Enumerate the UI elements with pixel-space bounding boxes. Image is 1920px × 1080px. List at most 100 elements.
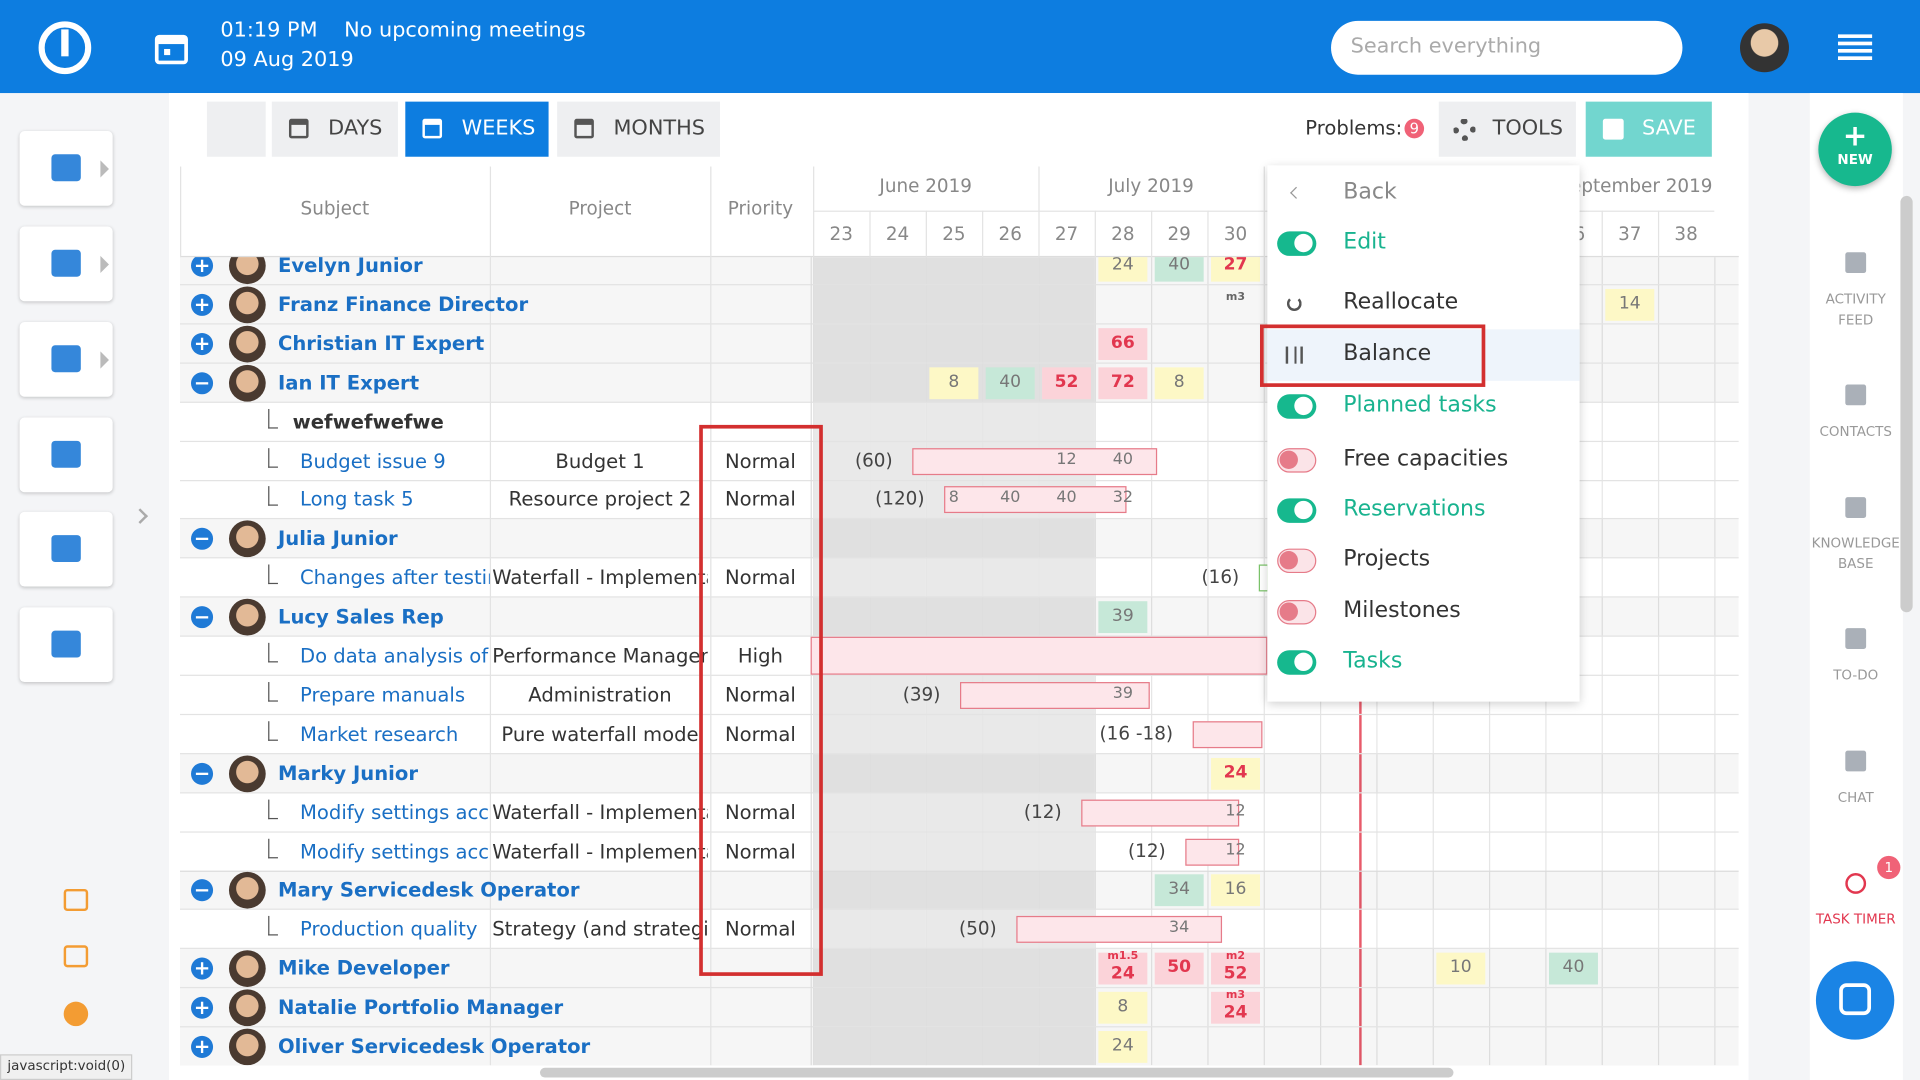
nav-button[interactable]	[19, 511, 113, 587]
column-label: Project	[568, 197, 632, 220]
task-bar[interactable]	[912, 447, 1158, 475]
nav-button[interactable]	[19, 322, 113, 397]
task-project: Waterfall - Implementation	[492, 565, 708, 590]
sidebar-label[interactable]: ACTIVITY FEED	[1825, 291, 1886, 329]
nav-button[interactable]	[19, 226, 113, 302]
user-name[interactable]: Lucy Sales Rep	[277, 605, 444, 629]
estimate: (39)	[902, 683, 941, 706]
task-bar[interactable]	[1016, 916, 1223, 944]
problems-count[interactable]: 9	[1404, 118, 1425, 139]
toggle[interactable]	[1277, 448, 1317, 473]
expand-button[interactable]: +	[191, 257, 214, 277]
nav-button[interactable]	[19, 131, 113, 206]
nav-button[interactable]	[19, 607, 113, 683]
toggle[interactable]	[1277, 548, 1317, 574]
task-name[interactable]: Prepare manuals	[300, 683, 466, 707]
sidebar-icon[interactable]	[1845, 628, 1867, 649]
task-name[interactable]: Do data analysis of D	[300, 644, 490, 668]
view-button[interactable]: MONTHS	[557, 101, 721, 157]
calendar-icon[interactable]	[154, 31, 188, 65]
calendar-button[interactable]	[206, 101, 266, 157]
expand-button[interactable]: +	[191, 996, 214, 1019]
tools-button[interactable]: TOOLS	[1438, 101, 1576, 157]
expand-button[interactable]: +	[191, 957, 214, 980]
sidebar-icon[interactable]	[1845, 384, 1867, 406]
menu-item[interactable]: Reallocate	[1343, 288, 1459, 315]
task-bar[interactable]	[1192, 720, 1263, 748]
save-button[interactable]: SAVE	[1585, 101, 1712, 157]
new-button[interactable]: + NEW	[1818, 112, 1892, 187]
user-name[interactable]: Julia Junior	[277, 526, 398, 551]
task-bar[interactable]	[810, 636, 1268, 675]
menu-item[interactable]: Reservations	[1343, 495, 1486, 522]
expand-button[interactable]: −	[191, 606, 214, 629]
task-name[interactable]: Budget issue 9	[300, 448, 446, 473]
toggle[interactable]	[1277, 231, 1317, 256]
view-button[interactable]: DAYS	[271, 101, 398, 157]
task-bar[interactable]	[1185, 838, 1240, 866]
search-box[interactable]: Search everything	[1331, 20, 1683, 75]
expand-button[interactable]: −	[191, 528, 214, 551]
menu-item[interactable]: Balance	[1343, 340, 1432, 367]
menu-item[interactable]: Projects	[1343, 546, 1431, 572]
menu-item[interactable]: Milestones	[1343, 597, 1461, 624]
avatar[interactable]	[1740, 23, 1789, 73]
load-cell: 40	[1548, 952, 1598, 985]
user-name[interactable]: Mary Servicedesk Operator	[277, 878, 580, 902]
sidebar-label[interactable]: CONTACTS	[1819, 423, 1892, 440]
user-name[interactable]: Marky Junior	[277, 761, 418, 785]
task-bar[interactable]	[944, 486, 1127, 514]
expand-button[interactable]: −	[191, 372, 214, 394]
collapse-arrow[interactable]	[132, 508, 148, 524]
priority-cell-border	[710, 558, 712, 598]
menu-item[interactable]: Back	[1343, 178, 1397, 205]
expand-button[interactable]: +	[191, 332, 214, 355]
task-name[interactable]: Modify settings acco	[300, 839, 490, 863]
back-icon[interactable]	[1290, 186, 1303, 199]
task-name[interactable]: Production quality	[300, 917, 478, 941]
sidebar-label[interactable]: CHAT	[1837, 789, 1874, 806]
sidebar-icon[interactable]	[1845, 873, 1867, 894]
task-bar[interactable]	[1081, 799, 1240, 827]
sidebar-icon[interactable]	[1845, 497, 1867, 518]
menu-item[interactable]: Tasks	[1343, 647, 1403, 674]
side-action[interactable]	[63, 945, 89, 968]
user-name[interactable]: Oliver Servicedesk Operator	[277, 1034, 591, 1058]
user-name[interactable]: Ian IT Expert	[277, 370, 420, 394]
user-name[interactable]: Christian IT Expert	[277, 331, 485, 355]
menu-button[interactable]	[1837, 34, 1873, 61]
toggle[interactable]	[1277, 394, 1317, 419]
task-name[interactable]: Long task 5	[300, 487, 414, 512]
side-action[interactable]	[63, 888, 89, 912]
toggle[interactable]	[1277, 650, 1317, 675]
indent-arrow	[268, 916, 278, 936]
sidebar-icon[interactable]	[1845, 252, 1867, 274]
row-user: − Lucy Sales Rep 39	[180, 597, 1739, 637]
nav-button[interactable]	[19, 417, 113, 493]
task-name[interactable]: Changes after testing	[300, 565, 490, 590]
user-name[interactable]: Evelyn Junior	[277, 257, 423, 277]
chat-button[interactable]	[1815, 961, 1895, 1040]
menu-item[interactable]: Free capacities	[1343, 445, 1509, 472]
sidebar-label[interactable]: KNOWLEDGE BASE	[1811, 535, 1900, 572]
task-bar[interactable]	[960, 681, 1150, 709]
info-icon[interactable]	[63, 1001, 89, 1027]
sidebar-icon[interactable]	[1845, 750, 1867, 772]
expand-button[interactable]: +	[191, 1035, 214, 1058]
expand-button[interactable]: −	[191, 879, 214, 902]
expand-button[interactable]: −	[191, 762, 214, 785]
view-button[interactable]: WEEKS	[405, 101, 549, 157]
logo[interactable]	[37, 20, 93, 76]
sidebar-label[interactable]: TO-DO	[1833, 667, 1879, 684]
user-name[interactable]: Franz Finance Director	[277, 292, 529, 316]
toggle[interactable]	[1277, 600, 1317, 625]
user-name[interactable]: Natalie Portfolio Manager	[277, 995, 564, 1019]
task-name[interactable]: Modify settings acco	[300, 800, 490, 824]
menu-item[interactable]: Edit	[1343, 228, 1386, 255]
task-name[interactable]: Market research	[300, 722, 459, 746]
menu-item[interactable]: Planned tasks	[1343, 391, 1497, 418]
toggle[interactable]	[1277, 498, 1317, 523]
user-name[interactable]: Mike Developer	[277, 956, 450, 980]
sidebar-label[interactable]: TASK TIMER	[1815, 911, 1896, 927]
expand-button[interactable]: +	[191, 293, 214, 316]
